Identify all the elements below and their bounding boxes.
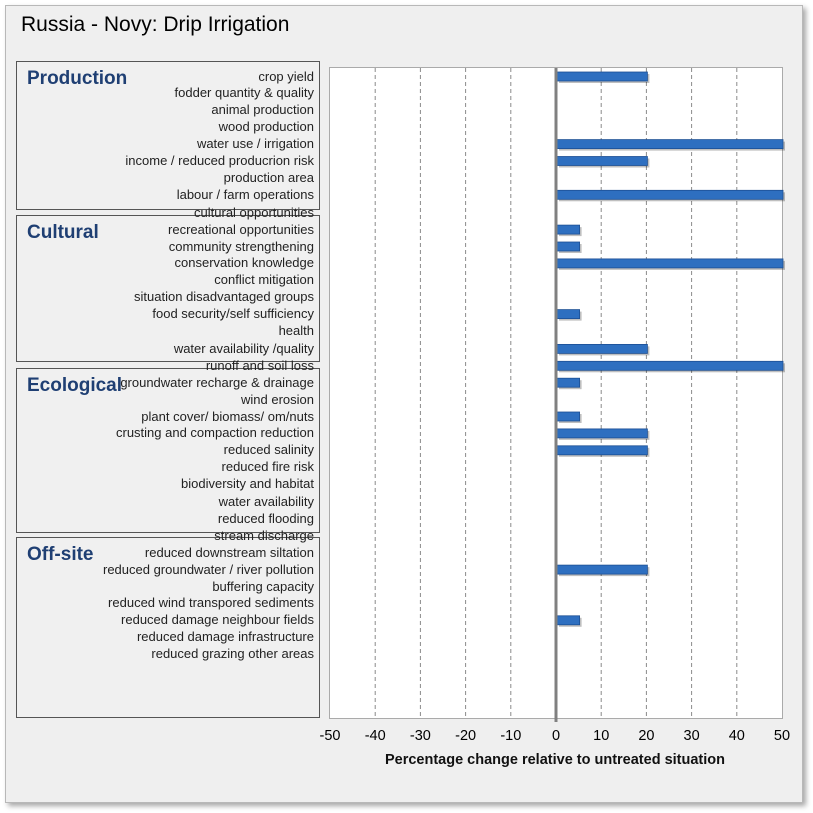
x-tick-label: -40	[365, 728, 386, 744]
category-label: wind erosion	[241, 391, 314, 407]
category-label: stream discharge	[214, 527, 314, 543]
category-label: situation disadvantaged groups	[134, 289, 314, 305]
category-label: food security/self sufficiency	[152, 306, 314, 322]
category-label: health	[278, 323, 314, 338]
category-label: reduced grazing other areas	[151, 646, 314, 662]
x-tick-label: 10	[593, 728, 609, 744]
bar	[556, 71, 648, 82]
x-tick-label: 20	[638, 728, 654, 744]
x-tick-label: 40	[729, 728, 745, 744]
bar	[556, 360, 784, 371]
category-label: animal production	[211, 102, 314, 118]
category-label: reduced damage neighbour fields	[121, 612, 314, 628]
group-title: Production	[27, 68, 128, 89]
group-box-cultural: Cultural	[16, 215, 320, 362]
x-tick-label: 0	[552, 728, 560, 744]
x-tick-label: -10	[500, 728, 521, 744]
category-label: conservation knowledge	[174, 255, 314, 271]
group-box-ecological: Ecological	[16, 368, 320, 533]
category-label: reduced wind transpored sediments	[108, 595, 314, 611]
category-label: reduced salinity	[223, 442, 314, 458]
category-label: water availability	[218, 494, 314, 509]
category-label: plant cover/ biomass/ om/nuts	[141, 408, 314, 424]
group-title: Off-site	[27, 544, 94, 565]
bar	[556, 615, 581, 626]
bar	[556, 428, 648, 439]
category-label: reduced flooding	[217, 510, 314, 526]
bar	[556, 224, 581, 235]
category-label: cultural opportunities	[194, 204, 314, 220]
bar	[556, 156, 648, 166]
category-label: reduced fire risk	[221, 459, 314, 475]
group-title: Cultural	[27, 222, 99, 243]
bar	[556, 189, 784, 200]
group-title: Ecological	[27, 375, 123, 396]
x-tick-label: -20	[455, 728, 476, 744]
bar	[556, 445, 648, 456]
bar	[556, 309, 581, 320]
category-label: water availability /quality	[173, 340, 314, 356]
x-tick-label: 30	[684, 728, 700, 744]
category-label: fodder quantity & quality	[174, 85, 314, 101]
x-tick-label: 50	[774, 728, 790, 744]
category-label: production area	[223, 169, 314, 185]
category-label: wood production	[218, 119, 314, 135]
category-label: reduced damage infrastructure	[136, 629, 314, 645]
category-label: crusting and compaction reduction	[115, 425, 314, 441]
category-label: water use / irrigation	[196, 136, 314, 152]
bar	[556, 241, 581, 252]
category-label: income / reduced producrion risk	[125, 153, 314, 168]
bar	[556, 564, 648, 575]
bar	[556, 258, 784, 269]
x-axis-label: Percentage change relative to untreated …	[384, 752, 726, 768]
category-label: groundwater recharge & drainage	[120, 374, 314, 390]
group-box-off-site: Off-site	[16, 537, 320, 718]
bar	[556, 139, 784, 150]
chart-title: Russia - Novy: Drip Irrigation	[21, 13, 290, 36]
category-label: conflict mitigation	[214, 272, 314, 288]
x-tick-label: -30	[410, 728, 431, 744]
category-label: reduced groundwater / river pollution	[102, 561, 314, 577]
bar	[556, 377, 581, 388]
group-box-production: Production	[16, 61, 320, 210]
bar	[556, 343, 648, 354]
category-label: runoff and soil loss	[205, 357, 314, 373]
category-label: community strengthening	[168, 238, 314, 254]
category-label: recreational opportunities	[168, 221, 314, 237]
category-label: reduced downstream siltation	[144, 544, 314, 560]
category-label: biodiversity and habitat	[181, 476, 314, 492]
x-tick-label: -50	[320, 728, 341, 744]
category-label: buffering capacity	[212, 578, 314, 594]
category-label: labour / farm operations	[176, 186, 314, 202]
category-label: crop yield	[258, 68, 314, 84]
bar	[556, 411, 581, 422]
